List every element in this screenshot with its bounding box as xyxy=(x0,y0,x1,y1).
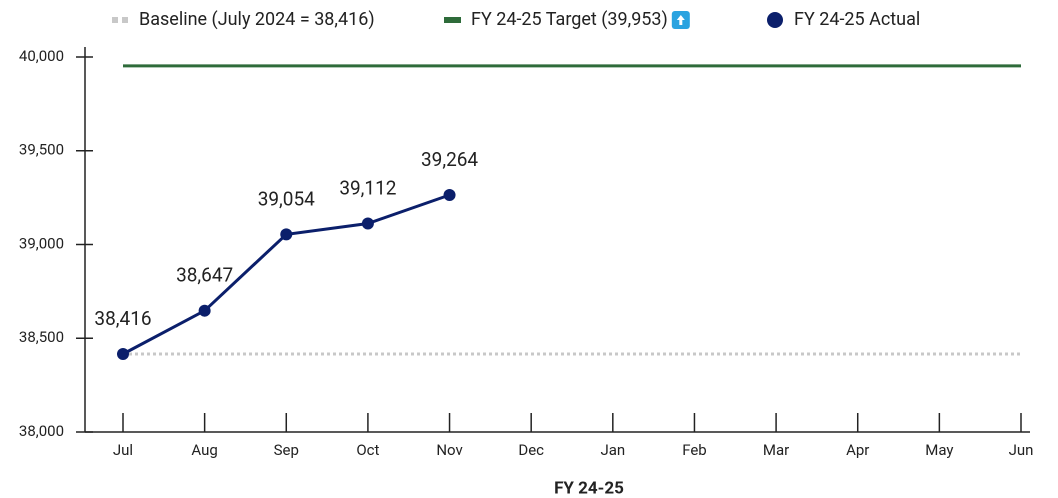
y-tick-label: 38,500 xyxy=(19,328,64,346)
y-tick-label: 39,500 xyxy=(19,141,64,159)
data-point xyxy=(198,304,211,317)
x-tick-label: May xyxy=(925,441,953,459)
data-point xyxy=(361,217,374,230)
x-tick-label: Jan xyxy=(600,441,625,459)
y-tick-label: 39,000 xyxy=(19,234,64,252)
legend-swatch xyxy=(122,17,128,23)
x-tick-label: Apr xyxy=(846,441,869,459)
series-line xyxy=(122,193,451,356)
data-point xyxy=(443,189,456,201)
x-axis-title: FY 24-25 xyxy=(554,478,624,498)
x-tick-label: Jun xyxy=(1009,441,1034,459)
x-tick-label: Dec xyxy=(518,441,544,459)
legend-label: FY 24-25 Target (39,953) xyxy=(471,9,668,30)
data-label: 39,264 xyxy=(421,148,478,171)
x-tick-label: Oct xyxy=(356,441,379,459)
legend-icon xyxy=(676,15,685,25)
data-label: 39,112 xyxy=(339,177,396,200)
data-point xyxy=(280,228,293,241)
data-label: 38,647 xyxy=(176,264,233,287)
data-point xyxy=(117,348,129,360)
data-label: 38,416 xyxy=(94,307,151,330)
legend-swatch xyxy=(767,12,783,28)
x-tick-label: Nov xyxy=(436,441,462,459)
legend-label: FY 24-25 Actual xyxy=(794,9,920,30)
x-tick-label: Aug xyxy=(191,441,217,459)
x-tick-label: Feb xyxy=(682,441,707,459)
x-tick-label: Sep xyxy=(274,441,299,459)
x-tick-label: Mar xyxy=(763,441,789,459)
y-tick-label: 38,000 xyxy=(19,422,64,440)
data-label: 39,054 xyxy=(258,187,315,210)
legend-label: Baseline (July 2024 = 38,416) xyxy=(139,9,375,30)
y-tick-label: 40,000 xyxy=(19,47,64,65)
x-tick-label: Jul xyxy=(113,441,133,459)
legend-swatch xyxy=(444,17,461,23)
legend-swatch xyxy=(112,17,118,23)
